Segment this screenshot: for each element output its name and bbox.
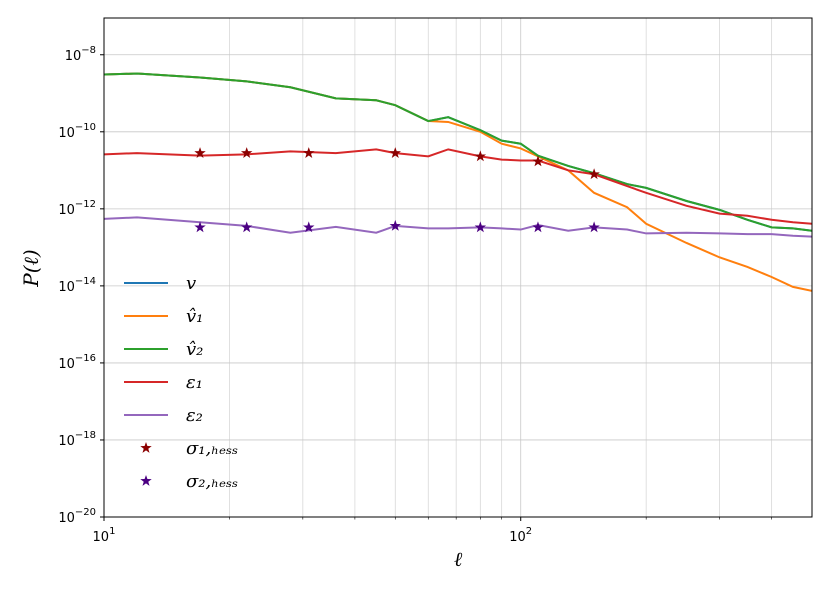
legend-label: v̂₂ xyxy=(186,339,203,360)
star-marker xyxy=(240,147,253,158)
x-axis-label: ℓ xyxy=(454,547,463,571)
star-marker xyxy=(389,147,401,158)
star-marker xyxy=(240,221,253,233)
y-tick-label: 10−14 xyxy=(58,276,96,295)
x-tick-label: 101 xyxy=(93,526,116,545)
y-tick-label: 10−20 xyxy=(58,507,96,526)
star-marker xyxy=(532,155,544,167)
legend-marker xyxy=(140,442,152,453)
star-marker xyxy=(194,221,206,233)
legend-label: σ₁,ₕₑₛₛ xyxy=(186,438,238,459)
star-marker xyxy=(474,221,487,233)
star-marker xyxy=(532,221,544,233)
plot-frame xyxy=(103,17,813,518)
star-marker xyxy=(474,150,487,162)
star-marker xyxy=(303,221,315,233)
legend-label: ε₂ xyxy=(186,405,203,426)
y-tick-label: 10−8 xyxy=(65,45,96,64)
star-marker xyxy=(588,221,600,233)
series-line xyxy=(104,72,812,232)
star-marker xyxy=(389,219,401,231)
star-marker xyxy=(303,147,315,158)
y-tick-label: 10−18 xyxy=(58,430,96,449)
plot xyxy=(104,72,812,292)
y-axis-label: P(ℓ) xyxy=(19,249,43,287)
y-tick-label: 10−10 xyxy=(58,122,96,141)
star-marker xyxy=(194,147,206,158)
x-tick-label: 102 xyxy=(509,526,532,545)
legend-label: ε₁ xyxy=(186,372,203,393)
legend-label: σ₂,ₕₑₛₛ xyxy=(186,471,238,492)
legend-marker xyxy=(140,475,152,486)
y-tick-label: 10−12 xyxy=(58,199,96,218)
star-marker xyxy=(588,168,600,180)
series-line xyxy=(104,148,812,225)
series-line xyxy=(104,216,812,238)
y-tick-label: 10−16 xyxy=(58,353,96,372)
legend-label: v̂₁ xyxy=(186,306,203,327)
series-line xyxy=(104,72,812,292)
legend-label: v xyxy=(186,273,196,294)
